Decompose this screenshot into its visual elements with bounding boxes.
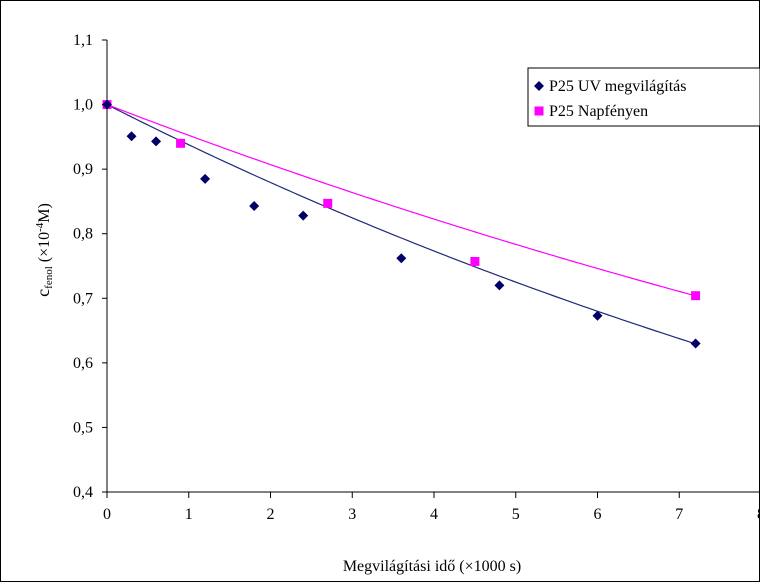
x-tick-label: 3: [348, 506, 356, 523]
x-tick-label: 7: [675, 506, 683, 523]
series-0-point: [592, 310, 603, 321]
y-tick-label: 0,9: [73, 161, 93, 178]
series-1-point: [323, 198, 333, 208]
y-tick-label: 0,4: [73, 484, 93, 501]
series-0-point: [102, 99, 112, 110]
legend: P25 UV megvilágítás P25 Napfényen: [527, 67, 760, 127]
y-tick-label: 1,0: [73, 97, 93, 114]
x-tick-label: 8: [757, 506, 760, 523]
x-tick-label: 0: [103, 506, 111, 523]
x-tick-label: 1: [185, 506, 193, 523]
y-axis-title-subscript: fenol: [43, 266, 55, 289]
y-tick-label: 0,8: [73, 226, 93, 243]
y-axis-title-superscript: -4: [34, 222, 46, 232]
y-axis-title: cfenol (×10-4M): [33, 203, 55, 297]
series-0-point: [298, 210, 309, 221]
legend-marker-0: [534, 81, 544, 91]
x-tick-label: 6: [594, 506, 602, 523]
series-0-point: [396, 253, 407, 264]
series-1-point: [176, 138, 186, 148]
y-tick-label: 0,5: [73, 419, 93, 436]
series-0-point: [200, 173, 211, 184]
legend-marker-1: [534, 106, 544, 116]
legend-box: [527, 67, 760, 127]
series-0-point: [494, 280, 505, 291]
series-0-point: [151, 136, 162, 147]
series-1-point: [691, 291, 701, 301]
y-tick-label: 0,7: [73, 290, 93, 307]
x-axis-title: Megvilágítási idő (×1000 s): [343, 558, 521, 575]
legend-label-1: P25 Napfényen: [549, 103, 648, 120]
x-tick-label: 4: [430, 506, 438, 523]
series-1-trendline: [106, 104, 696, 297]
y-tick-label: 0,6: [73, 355, 93, 372]
series-0-point: [690, 338, 701, 349]
legend-label-0: P25 UV megvilágítás: [549, 78, 686, 95]
axes: 0,4 0,5 0,6 0,7 0,8 0,9 1,0 1,1 0 1 2 3 4 5 6 7 8: [73, 32, 760, 523]
x-tick-label: 2: [267, 506, 275, 523]
data-markers: [102, 99, 701, 349]
series-0-point: [126, 131, 137, 142]
y-tick-label: 1,1: [73, 32, 93, 49]
series-1-point: [470, 256, 480, 266]
x-tick-label: 5: [512, 506, 520, 523]
y-axis-title-rest-close: M): [36, 203, 53, 223]
series-0-point: [249, 200, 260, 211]
y-axis-title-main: c: [33, 289, 53, 297]
y-axis-title-rest-open: (×10: [36, 232, 53, 266]
